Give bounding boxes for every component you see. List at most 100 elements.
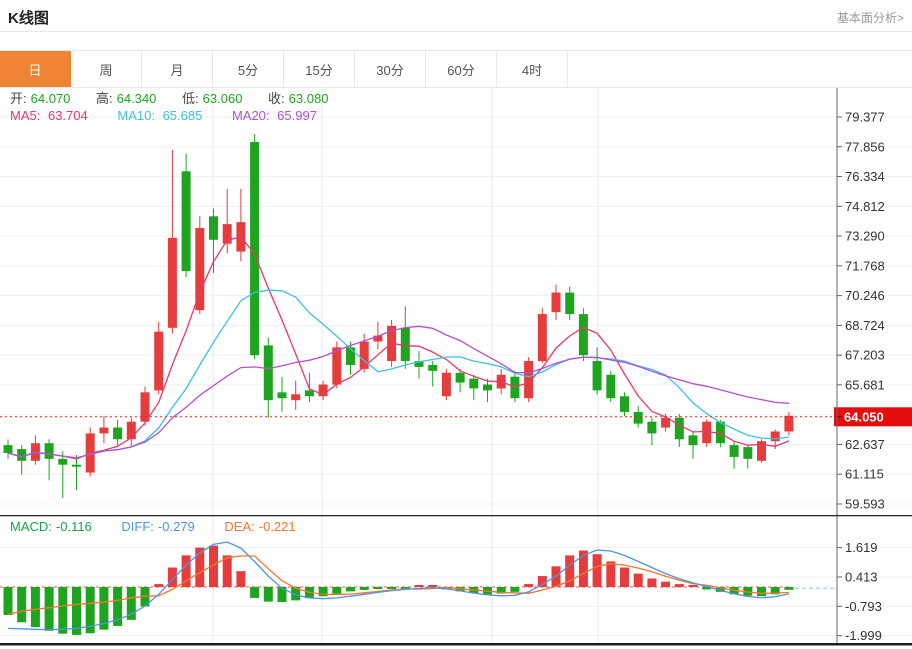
current-price-badge: [834, 407, 912, 427]
candle-body: [441, 372, 451, 397]
macd-histogram-bar: [633, 573, 643, 587]
ma10-legend-item: MA10: 65.685: [117, 108, 203, 123]
price-axis-label: 59.593: [845, 496, 885, 511]
macd-histogram-bar: [400, 587, 410, 589]
ma5-line: [7, 236, 790, 460]
macd-histogram-bar: [154, 584, 164, 587]
candle-body: [414, 361, 424, 367]
ma-legend: MA5: 63.704 MA10: 65.685 MA20: 65.997: [10, 108, 325, 124]
ma5-legend-item: MA5: 63.704: [10, 108, 88, 123]
macd-histogram-bar: [387, 587, 397, 589]
page-title: K线图: [8, 10, 49, 27]
macd-histogram-bar: [99, 587, 109, 630]
macd-histogram-bar: [592, 554, 602, 587]
candle-body: [469, 378, 479, 389]
candle-body: [318, 384, 328, 397]
diff-line: [7, 541, 790, 631]
macd-legend: MACD: -0.116 DIFF: -0.279 DEA: -0.221: [10, 519, 304, 535]
candle-body: [565, 292, 575, 315]
candle-body: [757, 441, 766, 461]
price-axis-label: 68.724: [845, 318, 885, 333]
candle-body: [167, 237, 177, 328]
ma10-line: [7, 289, 789, 459]
chart-area[interactable]: 开: 64.070 高: 64.340 低: 63.060 收: 63.080 MA5:…: [0, 88, 912, 649]
macd-histogram-bar: [236, 571, 246, 587]
macd-histogram-bar: [373, 587, 383, 589]
price-axis-label: 67.203: [845, 348, 885, 363]
macd-histogram-bar: [743, 587, 753, 596]
candle-body: [551, 292, 561, 313]
macd-histogram-bar: [113, 587, 123, 626]
macd-histogram-bar: [606, 561, 616, 587]
macd-axis-label: -1.999: [845, 628, 882, 643]
candle-body: [578, 314, 588, 356]
tab-15分[interactable]: 15分: [284, 51, 355, 87]
macd-histogram-bar: [277, 587, 287, 603]
tab-日[interactable]: 日: [0, 51, 71, 87]
candle-body: [592, 361, 602, 391]
candle-body: [483, 384, 492, 391]
macd-histogram-bar: [496, 587, 506, 594]
candle-body: [428, 364, 438, 371]
candle-body: [181, 171, 191, 272]
candle-body: [3, 445, 13, 453]
macd-histogram-bar: [58, 587, 68, 634]
candle-body: [524, 361, 534, 399]
candle-body: [633, 411, 643, 424]
tab-60分[interactable]: 60分: [426, 51, 497, 87]
macd-histogram-bar: [359, 587, 369, 590]
macd-histogram-bar: [414, 585, 424, 587]
candle-body: [537, 314, 547, 362]
macd-histogram-bar: [85, 587, 95, 634]
macd-axis-label: -0.793: [845, 599, 882, 614]
diff-legend-item: DIFF: -0.279: [121, 519, 195, 534]
candle-body: [606, 374, 616, 399]
ohlc-legend: 开: 64.070 高: 64.340 低: 63.060 收: 63.080: [10, 91, 332, 107]
price-axis-label: 79.377: [845, 110, 885, 125]
candle-body: [715, 421, 725, 444]
macd-histogram-bar: [222, 555, 232, 587]
tab-月[interactable]: 月: [142, 51, 213, 87]
tab-周[interactable]: 周: [71, 51, 142, 87]
macd-histogram-bar: [428, 585, 438, 587]
candle-body: [72, 464, 81, 467]
candle-body: [17, 449, 27, 461]
current-price-value: 64.050: [844, 409, 884, 424]
candle-body: [373, 335, 383, 342]
interval-tab-bar: 日周月 5分 15分 30分 60分 4时: [0, 50, 912, 88]
macd-histogram-bar: [250, 587, 260, 598]
macd-histogram-bar: [647, 578, 657, 587]
tab-4时[interactable]: 4时: [497, 51, 568, 87]
candle-body: [359, 341, 369, 369]
ma20-line: [7, 325, 789, 459]
macd-histogram-bar: [263, 587, 273, 602]
macd-histogram-bar: [318, 587, 328, 597]
fundamental-analysis-link[interactable]: 基本面分析>: [836, 11, 904, 25]
candle-body: [729, 445, 739, 457]
candle-body: [702, 421, 712, 444]
close-label: 收:: [268, 91, 285, 106]
macd-histogram-bar: [195, 547, 205, 587]
macd-histogram-bar: [167, 567, 177, 587]
dea-line: [7, 555, 789, 616]
tab-5分[interactable]: 5分: [213, 51, 284, 87]
macd-histogram-bar: [30, 587, 40, 628]
price-axis-label: 62.637: [845, 437, 885, 452]
panel-separator: [0, 515, 912, 517]
candle-body: [304, 390, 314, 397]
candle-body: [154, 331, 164, 391]
price-axis-label: 70.246: [845, 288, 885, 303]
candle-body: [674, 417, 684, 440]
low-value: 63.060: [202, 91, 243, 106]
candle-body: [222, 224, 232, 244]
candle-body: [455, 372, 465, 383]
dea-legend-item: DEA: -0.221: [224, 519, 296, 534]
macd-histogram-bar: [126, 587, 136, 620]
tab-30分[interactable]: 30分: [355, 51, 426, 87]
macd-histogram-bar: [674, 584, 684, 587]
candle-body: [140, 392, 150, 422]
candle-body: [209, 216, 218, 240]
macd-histogram-bar: [715, 587, 725, 592]
macd-histogram-bar: [44, 587, 54, 631]
